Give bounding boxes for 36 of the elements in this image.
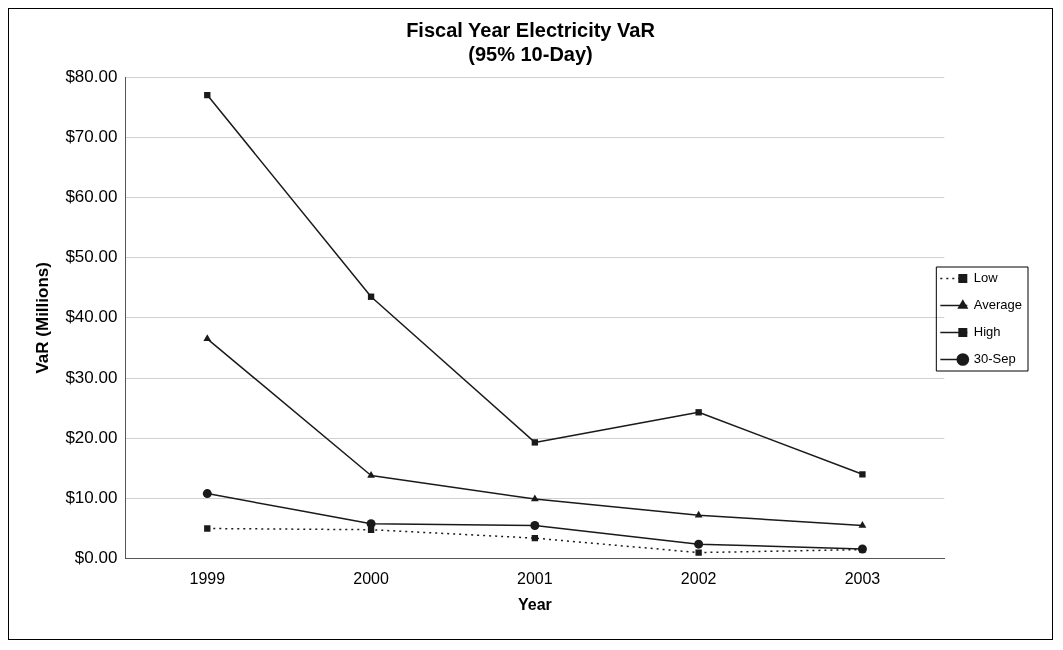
x-axis-title: Year: [517, 595, 552, 613]
point: [531, 534, 539, 542]
y-axis-title: VaR (Millions): [32, 262, 52, 374]
x-tick-label: 2002: [680, 569, 717, 587]
point: [694, 510, 703, 518]
point: [530, 520, 540, 530]
x-tick-label: 1999: [189, 569, 226, 587]
point: [695, 409, 702, 416]
y-tick-label: $10.00: [65, 488, 118, 508]
point: [531, 439, 539, 446]
point: [367, 471, 375, 478]
legend-label: 30-Sep: [973, 351, 1016, 367]
point: [695, 549, 702, 556]
point: [694, 539, 704, 549]
x-tick-label: 2001: [517, 569, 553, 587]
y-tick-label: $50.00: [65, 247, 118, 267]
legend-label: Average: [973, 297, 1022, 313]
point: [203, 334, 212, 342]
x-tick-label: 2000: [353, 569, 389, 587]
point: [530, 494, 539, 502]
y-tick-label: $30.00: [65, 367, 118, 387]
y-tick-label: $20.00: [65, 427, 118, 447]
legend-label: High: [973, 324, 1001, 340]
text: Fiscal Year Electricity VaR: [406, 18, 655, 41]
y-tick-label: $70.00: [65, 126, 118, 146]
y-tick-label: $80.00: [65, 66, 118, 86]
point: [859, 471, 866, 478]
point: [204, 525, 211, 532]
legend-label: Low: [973, 270, 999, 286]
text: (95% 10-Day): [468, 42, 593, 65]
point: [858, 520, 867, 528]
point: [202, 489, 212, 499]
y-tick-label: $0.00: [74, 548, 118, 568]
x-tick-label: 2003: [844, 569, 881, 587]
y-tick-label: $40.00: [65, 307, 118, 327]
y-tick-label: $60.00: [65, 187, 118, 207]
